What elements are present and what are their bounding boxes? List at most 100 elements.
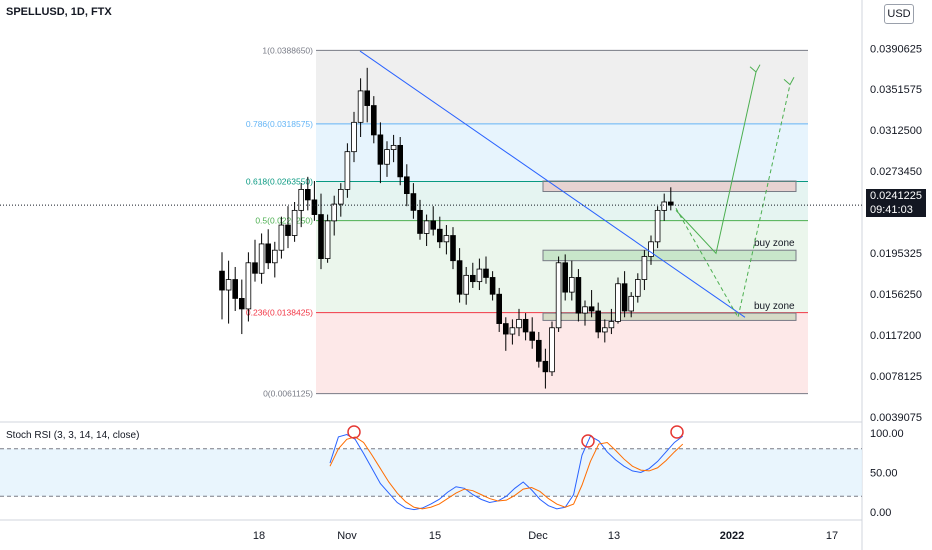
- last-price: 0.0241225: [870, 190, 922, 202]
- candle-body: [298, 189, 304, 211]
- time-tick-label: 13: [608, 530, 620, 542]
- price-tick-label: 0.0195325: [870, 248, 922, 260]
- candle-body: [635, 279, 641, 297]
- candle-body: [489, 277, 496, 295]
- zone-label: buy zone: [754, 238, 795, 249]
- candle-body: [582, 306, 588, 314]
- candle-body: [602, 327, 608, 333]
- price-tick-label: 0.0273450: [870, 166, 922, 178]
- highlight-circle: [347, 425, 361, 439]
- candle-body: [522, 318, 529, 333]
- stoch-tick-label: 100.00: [870, 428, 904, 440]
- candle-body: [285, 224, 291, 236]
- candle-body: [654, 209, 661, 243]
- candle-body: [509, 327, 516, 335]
- candle-body: [357, 90, 364, 123]
- candle-body: [450, 235, 456, 262]
- candle-body: [331, 203, 337, 222]
- fib-band: [316, 312, 808, 394]
- candle-body: [476, 268, 483, 283]
- candle-body: [252, 262, 258, 274]
- candle-body: [304, 189, 311, 201]
- candle-body: [219, 270, 225, 291]
- last-price-tag: 0.0241225 09:41:03: [866, 189, 926, 217]
- currency-button[interactable]: USD: [884, 4, 914, 24]
- zone-box: [542, 249, 797, 262]
- candle-body: [232, 279, 239, 299]
- candle-body: [529, 331, 535, 341]
- zones: buy zone buy zone: [542, 180, 797, 321]
- candle-body: [384, 149, 390, 165]
- stoch-tick-label: 50.00: [870, 468, 898, 480]
- candle-body: [608, 321, 615, 329]
- highlight-circle: [670, 425, 684, 439]
- time-tick-label: Dec: [528, 530, 548, 542]
- candle-body: [337, 189, 344, 205]
- candle-body: [436, 228, 443, 243]
- price-tick-label: 0.0390625: [870, 43, 922, 55]
- candle-body: [569, 277, 575, 293]
- zone-box: [542, 312, 797, 321]
- candle-body: [456, 260, 463, 295]
- candle-body: [397, 144, 403, 178]
- candle-body: [370, 105, 377, 136]
- zone-box: [542, 180, 797, 193]
- candle-body: [245, 262, 252, 310]
- candle-body: [344, 151, 351, 190]
- candle-body: [496, 293, 502, 324]
- candle-body: [238, 298, 245, 310]
- price-tick-label: 0.0117200: [870, 330, 921, 342]
- candle-body: [668, 201, 674, 206]
- candle-body: [641, 256, 648, 280]
- candle-body: [324, 220, 331, 259]
- fib-label: 0(0.0061125): [263, 389, 313, 399]
- stoch-band: [0, 448, 862, 497]
- candle-body: [423, 220, 430, 234]
- candle-body: [621, 283, 628, 312]
- candle-body: [549, 327, 555, 373]
- projection-solid-head: [749, 64, 761, 73]
- trendline: [359, 50, 746, 318]
- candle-body: [258, 243, 265, 274]
- fib-label: 0.786(0.0318575): [246, 119, 313, 129]
- candle-body: [555, 262, 562, 329]
- time-tick-label: 2022: [720, 530, 744, 542]
- candle-body: [595, 310, 601, 333]
- fib-label: 0.618(0.0263550): [246, 176, 313, 186]
- candle-body: [430, 220, 436, 230]
- time-tick-label: 18: [253, 530, 265, 542]
- fib-band: [316, 50, 808, 124]
- candle-body: [377, 134, 384, 165]
- candle-body: [364, 90, 370, 106]
- symbol-title[interactable]: SPELLUSD, 1D, FTX: [6, 6, 112, 18]
- stoch-rsi-pane: 100.00 50.00 0.00: [0, 425, 904, 519]
- candle-body: [291, 209, 298, 236]
- candle-body: [483, 268, 489, 278]
- candle-body: [463, 274, 469, 295]
- stoch-tick-label: 0.00: [870, 507, 891, 519]
- countdown: 09:41:03: [870, 204, 913, 216]
- candle-body: [628, 295, 634, 312]
- highlight-circle: [581, 434, 595, 448]
- price-tick-label: 0.0156250: [870, 289, 922, 301]
- price-tick-label: 0.0039075: [870, 412, 922, 424]
- candle-body: [410, 193, 417, 211]
- time-tick-label: Nov: [337, 530, 357, 542]
- candle-body: [278, 224, 285, 251]
- candle-body: [575, 277, 582, 314]
- stoch-rsi-label[interactable]: Stoch RSI (3, 3, 14, 14, close): [6, 430, 140, 441]
- fib-label: 0.236(0.0138425): [246, 308, 313, 318]
- projection-dashed-head: [783, 77, 795, 86]
- candle-body: [469, 274, 476, 283]
- candle-body: [271, 249, 278, 264]
- stoch-k-line: [329, 434, 684, 511]
- fib-label: 1(0.0388650): [262, 45, 313, 55]
- zone-label: buy zone: [754, 301, 795, 312]
- candle-body: [648, 241, 654, 257]
- candle-body: [516, 318, 522, 329]
- candle-body: [390, 144, 397, 150]
- price-tick-label: 0.0351575: [870, 84, 922, 96]
- price-tick-label: 0.0078125: [870, 371, 922, 383]
- candle-body: [225, 279, 232, 291]
